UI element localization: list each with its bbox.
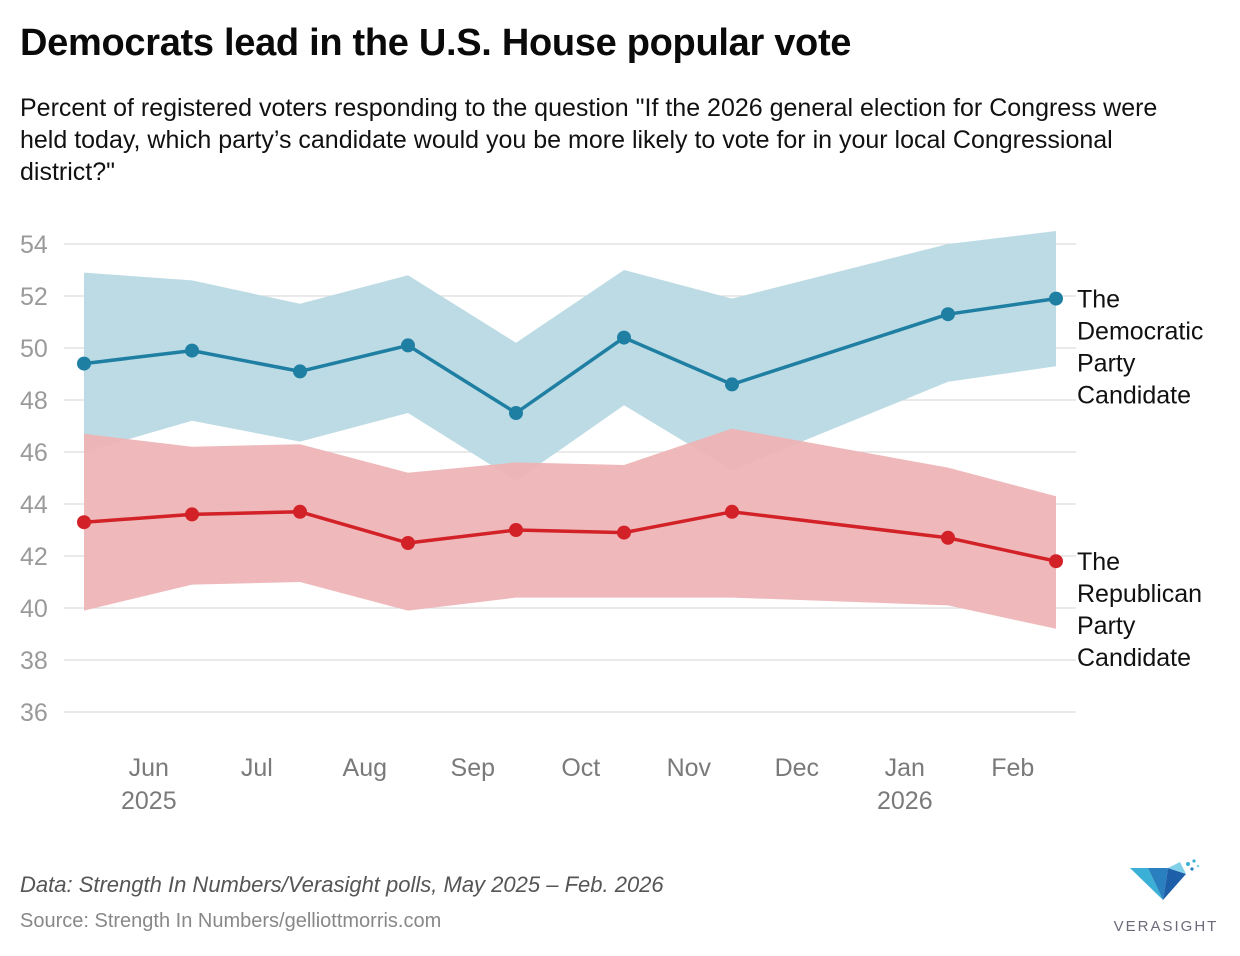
- x-tick-label: Sep: [451, 754, 495, 782]
- dem-data-point: [941, 307, 955, 322]
- rep-data-point: [77, 515, 91, 530]
- rep-data-point: [725, 504, 739, 519]
- data-note: Data: Strength In Numbers/Verasight poll…: [20, 872, 664, 897]
- series-labels: The Democratic Party Candidate The Republican…: [1077, 286, 1203, 673]
- rep-data-point: [185, 507, 199, 522]
- rep-series-label-line: Candidate: [1077, 644, 1191, 672]
- x-tick-label: Feb: [991, 754, 1034, 782]
- rep-data-point: [509, 523, 523, 537]
- confidence-bands: [84, 231, 1056, 629]
- x-tick-label: Aug: [343, 754, 387, 782]
- chart-title: Democrats lead in the U.S. House popular…: [20, 22, 852, 64]
- x-tick-label: Dec: [775, 754, 819, 782]
- dem-data-point: [509, 406, 523, 420]
- x-axis-ticks: Jun 2025 Jul Aug Sep Oct Nov Dec Jan 2026 Feb: [121, 754, 1034, 815]
- rep-data-point: [293, 504, 307, 519]
- y-tick-label: 38: [20, 647, 48, 675]
- dem-series-label-line: Party: [1077, 350, 1136, 378]
- y-tick-label: 36: [20, 699, 48, 727]
- dem-data-point: [77, 356, 91, 371]
- rep-confidence-band: [84, 428, 1056, 629]
- y-tick-label: 44: [20, 491, 48, 519]
- x-tick-label: Jan: [885, 754, 925, 782]
- x-tick-year-label: 2025: [121, 787, 177, 815]
- verasight-logo-mark: [1130, 859, 1200, 900]
- x-tick-label: Oct: [561, 754, 600, 782]
- dem-data-point: [185, 343, 199, 358]
- x-tick-label: Jun: [129, 754, 169, 782]
- chart-subtitle: Percent of registered voters responding …: [20, 94, 1158, 186]
- x-tick-year-label: 2026: [877, 787, 933, 815]
- y-tick-label: 48: [20, 387, 48, 415]
- dem-data-point: [1049, 291, 1063, 306]
- line-chart: 36 38 40 42 44 46 48 50 52 54 Jun 2025 Jul Aug Sep Oct…: [20, 231, 1203, 815]
- x-tick-label: Nov: [667, 754, 712, 782]
- verasight-logo: VERASIGHT: [1108, 858, 1224, 942]
- rep-data-point: [1049, 554, 1063, 569]
- dem-data-point: [401, 338, 415, 353]
- x-tick-label: Jul: [241, 754, 273, 782]
- dem-data-point: [617, 330, 631, 345]
- y-tick-label: 42: [20, 543, 48, 571]
- rep-data-point: [401, 536, 415, 550]
- rep-series-label-line: Party: [1077, 612, 1136, 640]
- series-points: [77, 291, 1063, 569]
- y-tick-label: 52: [20, 283, 48, 311]
- y-tick-label: 40: [20, 595, 48, 623]
- rep-data-point: [941, 530, 955, 545]
- y-tick-label: 50: [20, 335, 48, 363]
- dem-data-point: [293, 364, 307, 379]
- dem-data-point: [725, 377, 739, 392]
- y-axis-ticks: 36 38 40 42 44 46 48 50 52 54: [20, 231, 48, 727]
- y-tick-label: 46: [20, 439, 48, 467]
- verasight-logo-text: VERASIGHT: [1113, 918, 1219, 935]
- dem-series-label-line: Candidate: [1077, 382, 1191, 410]
- rep-data-point: [617, 525, 631, 540]
- dem-confidence-band: [84, 231, 1056, 481]
- rep-series-label-line: The: [1077, 548, 1120, 576]
- source-note: Source: Strength In Numbers/gelliottmorr…: [20, 910, 442, 932]
- y-tick-label: 54: [20, 231, 48, 259]
- dem-series-label-line: Democratic: [1077, 318, 1203, 346]
- rep-series-label-line: Republican: [1077, 580, 1202, 608]
- dem-series-label-line: The: [1077, 286, 1120, 314]
